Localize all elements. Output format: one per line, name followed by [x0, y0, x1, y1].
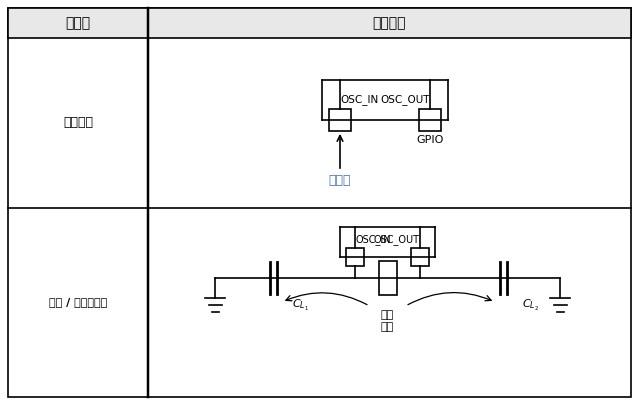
Text: 晶振 / 陶瓷谐振器: 晶振 / 陶瓷谐振器	[49, 298, 107, 307]
Text: 负载
电容: 负载 电容	[381, 310, 394, 332]
Bar	[346, 248, 364, 266]
Text: OSC_IN: OSC_IN	[340, 94, 378, 105]
Bar	[329, 109, 351, 131]
FancyBboxPatch shape	[8, 8, 631, 397]
Text: $C_{L_2}$: $C_{L_2}$	[521, 298, 539, 313]
Text: OSC_OUT: OSC_OUT	[374, 234, 420, 245]
Bar	[419, 109, 441, 131]
Text: $C_{L_1}$: $C_{L_1}$	[291, 298, 309, 313]
Text: 外部时钟: 外部时钟	[63, 117, 93, 130]
Text: GPIO: GPIO	[417, 135, 443, 145]
Text: 硬件配置: 硬件配置	[373, 16, 406, 30]
Text: 时钟源: 时钟源	[65, 16, 91, 30]
Text: OSC_OUT: OSC_OUT	[380, 94, 430, 105]
Bar	[8, 8, 631, 38]
Bar	[411, 248, 429, 266]
Text: OSC_IN: OSC_IN	[355, 234, 390, 245]
Bar	[378, 261, 397, 295]
Text: 外部源: 外部源	[328, 175, 351, 188]
